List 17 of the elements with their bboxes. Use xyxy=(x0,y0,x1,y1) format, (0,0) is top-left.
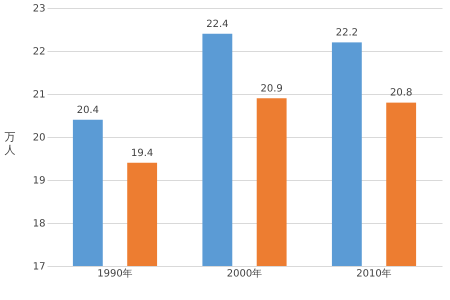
data-label: 22.4 xyxy=(206,18,228,30)
y-tick-label: 17 xyxy=(32,262,46,272)
data-label: 20.8 xyxy=(390,88,412,99)
y-tick-label: 20 xyxy=(32,132,46,144)
data-label: 20.4 xyxy=(76,104,99,116)
y-tick-label: 19 xyxy=(32,176,46,186)
x-tick-label: 2010年 xyxy=(356,268,392,280)
y-tick-label: 18 xyxy=(32,218,46,230)
y-tick-label: 21 xyxy=(32,90,46,100)
data-label: 22.2 xyxy=(336,27,358,38)
x-tick-label: 1990年 xyxy=(97,268,133,280)
y-axis-title: 万人 xyxy=(4,130,16,156)
x-tick-label: 2000年 xyxy=(226,268,262,280)
data-label: 19.4 xyxy=(131,148,154,159)
y-tick-label: 23 xyxy=(32,4,46,14)
data-label: 20.9 xyxy=(260,83,283,94)
y-tick-label: 22 xyxy=(32,46,46,58)
